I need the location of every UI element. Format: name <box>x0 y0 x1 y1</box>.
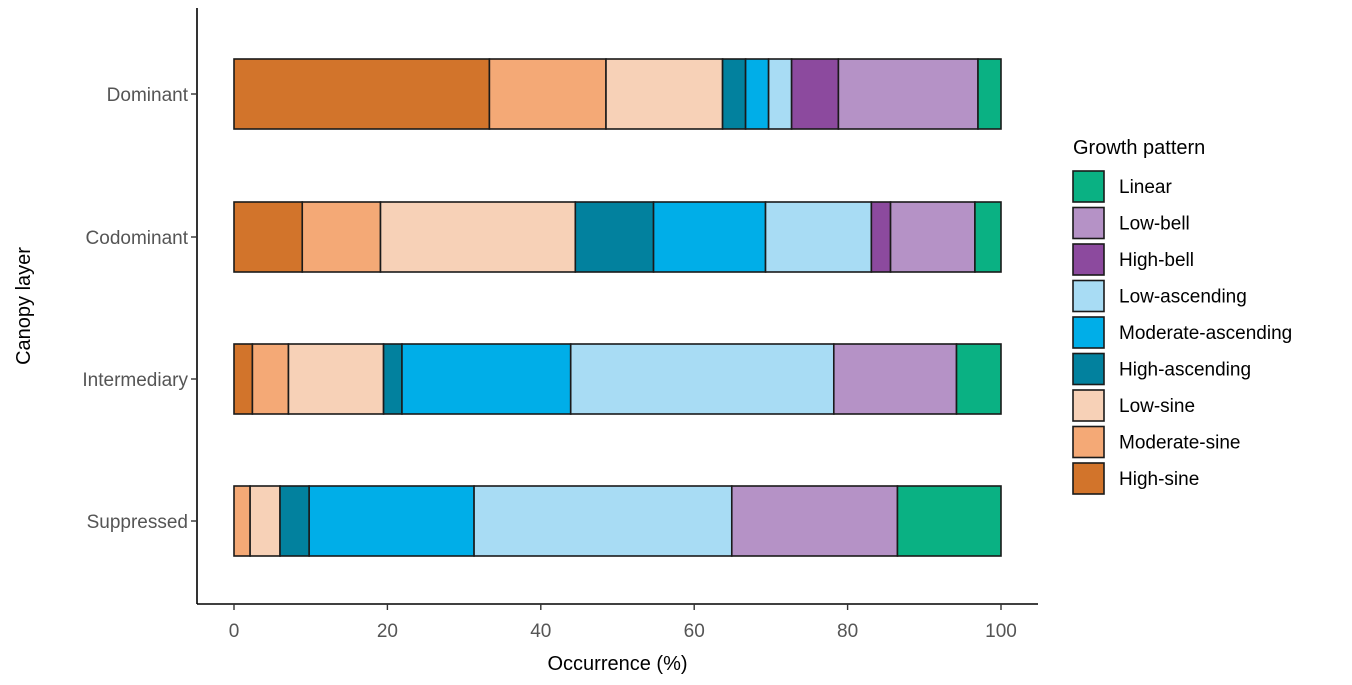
legend-swatch-linear <box>1072 170 1105 203</box>
bar-segment-intermediary-low-sine <box>287 343 385 415</box>
bar-segment-intermediary-high-ascending <box>382 343 403 415</box>
bar-segment-codominant-moderate-ascending <box>652 201 767 273</box>
legend-label-high-bell: High-bell <box>1119 250 1194 271</box>
bar-row-suppressed <box>233 485 1002 557</box>
y-tick-label-suppressed: Suppressed <box>87 512 188 533</box>
bar-segment-suppressed-moderate-ascending <box>308 485 475 557</box>
bar-segment-dominant-moderate-ascending <box>744 58 770 130</box>
bar-segment-codominant-low-ascending <box>764 201 873 273</box>
bar-segment-codominant-high-ascending <box>574 201 655 273</box>
bar-segment-codominant-linear <box>974 201 1002 273</box>
bar-segment-dominant-low-bell <box>837 58 979 130</box>
bar-segment-intermediary-linear <box>955 343 1002 415</box>
legend-swatch-low-sine <box>1072 389 1105 422</box>
bar-segment-dominant-high-ascending <box>721 58 747 130</box>
bar-row-dominant <box>233 58 1002 130</box>
x-tick-label-40: 40 <box>530 621 551 642</box>
bar-segment-codominant-high-sine <box>233 201 304 273</box>
bar-segment-dominant-high-bell <box>790 58 840 130</box>
legend-label-low-bell: Low-bell <box>1119 214 1190 235</box>
bar-segment-codominant-low-bell <box>889 201 976 273</box>
x-tick-labels: 0 20 40 60 80 100 <box>229 604 1017 642</box>
legend-swatch-moderate-ascending <box>1072 316 1105 349</box>
bar-segment-intermediary-moderate-sine <box>251 343 290 415</box>
bar-segment-suppressed-moderate-sine <box>233 485 251 557</box>
y-axis-title: Canopy layer <box>13 247 35 365</box>
bar-segment-codominant-low-sine <box>379 201 577 273</box>
bar-segment-intermediary-low-bell <box>832 343 958 415</box>
bar-segment-dominant-low-ascending <box>767 58 793 130</box>
legend-swatch-low-bell <box>1072 206 1105 240</box>
legend-label-low-ascending: Low-ascending <box>1119 287 1247 308</box>
legend-swatch-high-bell <box>1072 243 1105 276</box>
bar-segment-suppressed-low-bell <box>730 485 899 557</box>
y-tick-labels: Dominant Codominant Intermediary Suppressed <box>82 85 197 533</box>
x-tick-label-100: 100 <box>985 621 1017 642</box>
bar-segment-intermediary-low-ascending <box>569 343 835 415</box>
bar-segment-suppressed-linear <box>896 485 1002 557</box>
bar-segment-dominant-moderate-sine <box>488 58 607 130</box>
bar-segment-suppressed-low-sine <box>249 485 281 557</box>
bar-segment-intermediary-high-sine <box>233 343 254 415</box>
legend-swatch-low-ascending <box>1072 279 1105 313</box>
bars-group <box>233 58 1002 557</box>
x-tick-label-20: 20 <box>377 621 398 642</box>
bar-segment-codominant-high-bell <box>870 201 892 273</box>
bar-segment-intermediary-moderate-ascending <box>401 343 572 415</box>
legend-label-low-sine: Low-sine <box>1119 396 1195 417</box>
legend-label-linear: Linear <box>1119 177 1172 198</box>
legend-swatch-moderate-sine <box>1072 425 1105 459</box>
bar-segment-dominant-high-sine <box>233 58 491 130</box>
legend-swatch-high-ascending <box>1072 352 1105 386</box>
legend-label-moderate-sine: Moderate-sine <box>1119 433 1240 454</box>
bar-segment-suppressed-low-ascending <box>473 485 733 557</box>
legend-title: Growth pattern <box>1073 137 1205 159</box>
x-tick-label-80: 80 <box>837 621 858 642</box>
bar-segment-dominant-low-sine <box>605 58 724 130</box>
legend-label-high-sine: High-sine <box>1119 469 1199 490</box>
x-tick-label-60: 60 <box>684 621 705 642</box>
legend-label-high-ascending: High-ascending <box>1119 360 1251 381</box>
bar-segment-dominant-linear <box>977 58 1002 130</box>
y-tick-label-intermediary: Intermediary <box>82 370 188 391</box>
y-tick-label-codominant: Codominant <box>86 228 189 249</box>
bar-segment-codominant-moderate-sine <box>301 201 382 273</box>
bar-row-intermediary <box>233 343 1002 415</box>
bar-row-codominant <box>233 201 1002 273</box>
legend-swatch-high-sine <box>1072 462 1105 495</box>
y-tick-label-dominant: Dominant <box>107 85 189 106</box>
bar-segment-suppressed-high-ascending <box>279 485 310 557</box>
x-axis-title: Occurrence (%) <box>547 653 687 675</box>
x-tick-label-0: 0 <box>229 621 240 642</box>
legend: Growth pattern Linear Low-bell High-bell Lo… <box>1072 137 1292 495</box>
legend-label-moderate-ascending: Moderate-ascending <box>1119 323 1292 344</box>
axes-group <box>196 8 1038 605</box>
